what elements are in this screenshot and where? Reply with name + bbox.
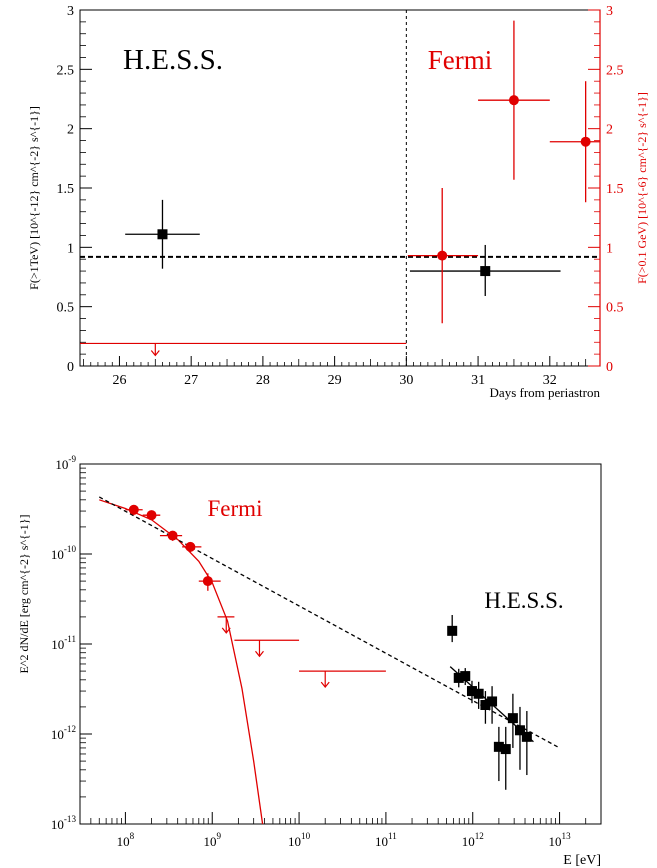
- y-axis-label: E^2 dN/dE [erg cm^{-2} s^{-1}]: [17, 514, 31, 673]
- top-panel: 26 27 28 29 30 31 3200.511.522.5300.511.522.53…: [27, 4, 649, 400]
- x-tick-label: 108: [117, 831, 135, 849]
- plot-frame: [79, 463, 602, 825]
- fermi-sed-upper-limit-arrowhead: [255, 650, 264, 658]
- fermi-annotation: Fermi: [428, 45, 493, 75]
- x-tick-label: 27: [184, 373, 198, 388]
- x-tick-label: 1012: [462, 831, 485, 849]
- y-tick-label: 10-12: [51, 724, 77, 742]
- fermi-sed-upper-limit-arrowhead: [320, 681, 330, 689]
- x-axis-label: E [eV]: [563, 853, 601, 868]
- y-right-tick-label: 3: [606, 4, 613, 19]
- y-tick-label: 10-13: [51, 814, 77, 832]
- y-tick-label: 10-11: [51, 634, 76, 652]
- hess-point-marker: [157, 229, 168, 240]
- fermi-sed-upper-limit-arrowhead: [221, 627, 231, 634]
- y-tick-label: 10-10: [51, 544, 77, 562]
- fermi-sed-marker: [202, 576, 213, 587]
- hess-sed-marker: [514, 725, 525, 736]
- y-right-tick-label: 0: [606, 360, 613, 375]
- hess-annotation: H.E.S.S.: [484, 588, 563, 613]
- y-right-tick-label: 0.5: [606, 301, 624, 316]
- hess-sed-marker: [460, 671, 471, 682]
- hess-sed-marker: [447, 625, 458, 636]
- x-tick-label: 1013: [549, 831, 572, 849]
- hess-sed-marker: [466, 686, 477, 697]
- fermi-sed-marker: [185, 541, 196, 552]
- y-right-tick-label: 1: [606, 241, 613, 256]
- hess-point-marker: [480, 266, 491, 277]
- hess-sed-marker: [493, 741, 504, 752]
- x-tick-label: 26: [112, 373, 126, 388]
- y-left-tick-label: 3: [67, 4, 74, 19]
- y-right-tick-label: 1.5: [606, 182, 624, 197]
- x-tick-label: 32: [543, 373, 557, 388]
- fermi-upper-limit-arrowhead: [150, 350, 160, 357]
- fermi-sed-marker: [128, 504, 139, 515]
- x-tick-label: 28: [256, 373, 270, 388]
- x-tick-label: 1011: [375, 831, 397, 849]
- hess-annotation: H.E.S.S.: [123, 44, 223, 76]
- y-left-axis-label: F(>1TeV) [10^{-12} cm^{-2} s^{-1}]: [27, 106, 41, 290]
- hess-sed-marker: [480, 700, 491, 711]
- fermi-point-marker: [508, 95, 519, 106]
- y-right-axis-label: F(>0.1 GeV) [10^{-6} cm^{-2} s^{-1}]: [635, 92, 649, 284]
- x-tick-label: 109: [203, 831, 221, 849]
- hess-sed-marker: [487, 696, 498, 707]
- fermi-model-curve: [99, 499, 264, 825]
- y-left-tick-label: 0.5: [57, 301, 75, 316]
- hess-sed-marker: [473, 688, 484, 699]
- hess-sed-marker: [500, 744, 511, 755]
- x-tick-label: 30: [399, 373, 413, 388]
- fermi-sed-marker: [167, 530, 178, 541]
- hess-sed-marker: [453, 672, 464, 683]
- x-tick-label: 29: [328, 373, 342, 388]
- x-tick-label: 31: [471, 373, 485, 388]
- x-axis-label: Days from periastron: [490, 385, 601, 400]
- x-tick-label: 1010: [288, 831, 311, 849]
- fermi-annotation: Fermi: [208, 496, 263, 521]
- y-left-tick-label: 2: [67, 123, 74, 138]
- fermi-point-marker: [437, 250, 448, 261]
- y-tick-label: 10-9: [55, 454, 76, 472]
- y-left-tick-label: 2.5: [57, 63, 75, 78]
- fermi-sed-marker: [146, 510, 157, 521]
- y-left-tick-label: 0: [67, 360, 74, 375]
- y-right-tick-label: 2.5: [606, 63, 624, 78]
- hess-sed-marker: [507, 713, 518, 724]
- hess-sed-marker: [521, 731, 532, 742]
- fermi-point-marker: [580, 136, 591, 147]
- y-right-tick-label: 2: [606, 123, 613, 138]
- y-left-tick-label: 1.5: [57, 182, 75, 197]
- bottom-panel: 108 109 1010 1011 1012 1013 10-13 10-12 10-11 10-…: [17, 454, 602, 868]
- y-left-tick-label: 1: [67, 241, 74, 256]
